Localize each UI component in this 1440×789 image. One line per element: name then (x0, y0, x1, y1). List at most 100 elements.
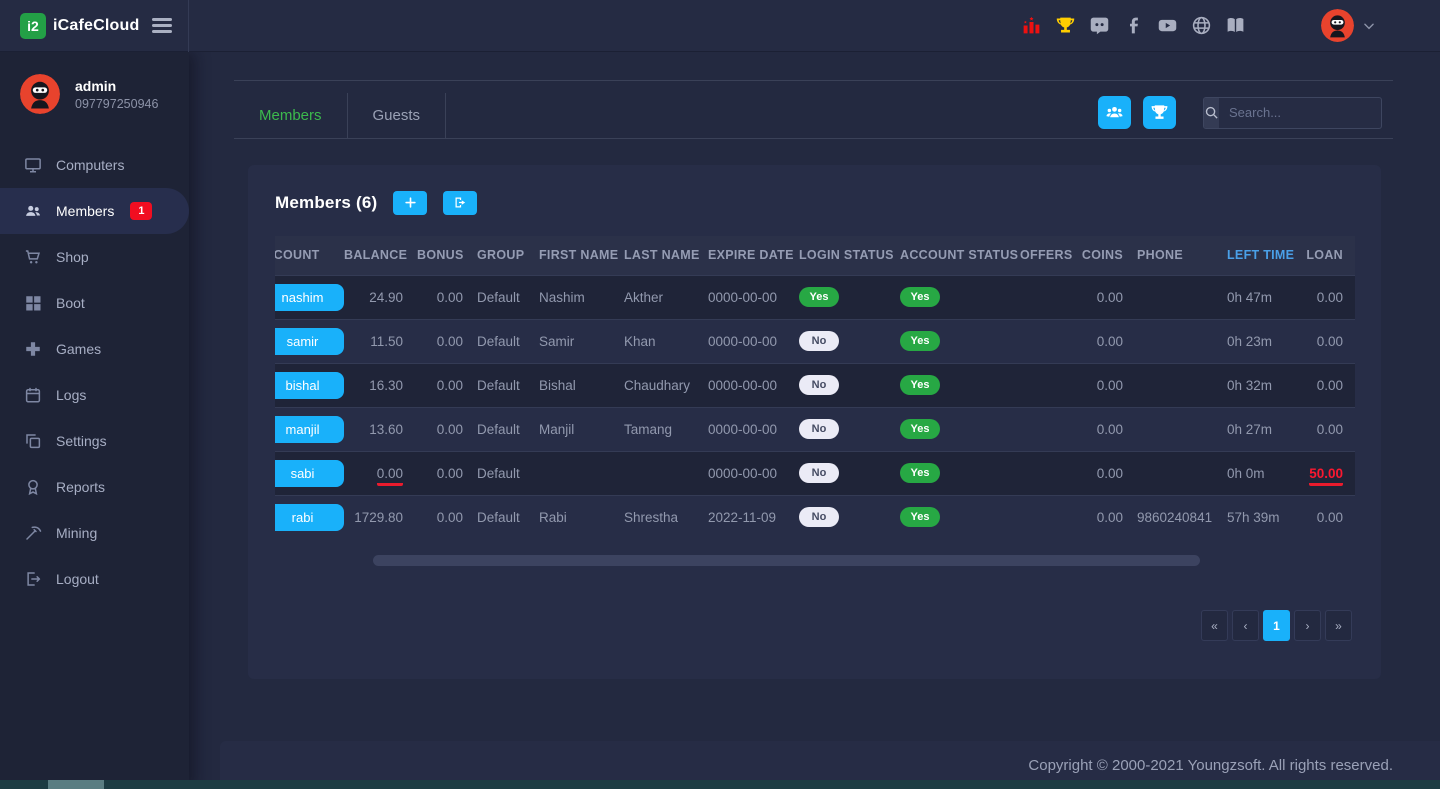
table-row: nashim 24.90 0.00 Default Nashim Akther … (275, 274, 1355, 319)
tournament-button[interactable] (1143, 96, 1176, 129)
login-status-badge: Yes (799, 287, 839, 307)
balance-cell: 13.60 (344, 406, 417, 451)
search-input[interactable] (1219, 105, 1381, 120)
balance-cell: 24.90 (344, 274, 417, 319)
last-name-cell: Akther (624, 274, 708, 319)
loan-cell: 0.00 (1300, 494, 1355, 539)
main-content: Members Guests Members (6) (189, 0, 1440, 789)
account-status-badge: Yes (900, 331, 940, 351)
sidebar-item-label: Computers (56, 157, 125, 173)
book-icon[interactable] (1225, 15, 1246, 36)
sidebar-item-label: Logout (56, 571, 99, 587)
tab-members[interactable]: Members (234, 93, 348, 138)
pagination-page-1[interactable]: 1 (1263, 610, 1290, 641)
members-group-button[interactable] (1098, 96, 1131, 129)
pagination-first-button[interactable]: « (1201, 610, 1228, 641)
col-left-time[interactable]: LEFT TIME (1227, 236, 1300, 275)
login-status-badge: No (799, 507, 839, 528)
sidebar-toggle-button[interactable] (152, 15, 172, 37)
account-button[interactable]: bishal (275, 371, 344, 399)
facebook-icon[interactable] (1123, 15, 1144, 36)
youtube-icon[interactable] (1157, 15, 1178, 36)
search-icon[interactable] (1204, 97, 1219, 128)
sidebar-item-label: Boot (56, 295, 85, 311)
group-cell: Default (477, 450, 539, 495)
balance-cell: 16.30 (344, 362, 417, 407)
col-login-status[interactable]: LOGIN STATUS (799, 236, 900, 275)
pagination-prev-button[interactable]: ‹ (1232, 610, 1259, 641)
col-bonus[interactable]: BONUS (417, 236, 477, 275)
sidebar-item-shop[interactable]: Shop (0, 234, 189, 280)
offers-cell (1020, 362, 1081, 407)
col-balance[interactable]: BALANCE (344, 236, 417, 275)
col-phone[interactable]: PHONE (1137, 236, 1227, 275)
pagination-next-button[interactable]: › (1294, 610, 1321, 641)
account-button[interactable]: rabi (275, 503, 344, 531)
col-expire-date[interactable]: EXPIRE DATE (708, 236, 799, 275)
brand-name: iCafeCloud (53, 16, 140, 34)
user-avatar[interactable] (1321, 9, 1354, 42)
sidebar-item-logs[interactable]: Logs (0, 372, 189, 418)
sidebar-item-computers[interactable]: Computers (0, 142, 189, 188)
last-name-cell: Chaudhary (624, 362, 708, 407)
medal-icon (24, 478, 42, 496)
sidebar-item-mining[interactable]: Mining (0, 510, 189, 556)
balance-cell: 1729.80 (344, 494, 417, 539)
sidebar-item-label: Mining (56, 525, 98, 541)
export-icon (455, 197, 466, 208)
pickaxe-icon (24, 524, 42, 542)
table-hscrollbar-thumb[interactable] (373, 555, 1200, 566)
trophy-icon (1151, 105, 1168, 119)
first-name-cell: Bishal (539, 362, 624, 407)
col-first-name[interactable]: FIRST NAME (539, 236, 624, 275)
discord-icon[interactable] (1089, 15, 1110, 36)
export-members-button[interactable] (443, 190, 478, 215)
sidebar-item-boot[interactable]: Boot (0, 280, 189, 326)
gamepad-icon (24, 340, 42, 358)
col-account[interactable]: ACCOUNT (275, 236, 344, 275)
account-button[interactable]: nashim (275, 283, 344, 311)
phone-cell (1137, 362, 1227, 407)
sidebar-menu: Computers Members 1 Shop Boot Games Logs… (0, 142, 189, 602)
col-group[interactable]: GROUP (477, 236, 539, 275)
trophy-icon[interactable] (1055, 15, 1076, 36)
left-time-cell: 57h 39m (1227, 494, 1300, 539)
sidebar-item-reports[interactable]: Reports (0, 464, 189, 510)
sidebar-profile: admin 097797250946 (0, 52, 189, 134)
account-button[interactable]: manjil (275, 415, 344, 443)
ranking-icon[interactable] (1021, 15, 1042, 36)
pagination: « ‹ 1 › » (275, 610, 1352, 641)
col-coins[interactable]: COINS (1081, 236, 1137, 275)
expire-date-cell: 0000-00-00 (708, 274, 799, 319)
account-status-badge: Yes (900, 287, 940, 307)
globe-icon[interactable] (1191, 15, 1212, 36)
divider (234, 80, 1393, 81)
left-time-cell: 0h 0m (1227, 450, 1300, 495)
pagination-last-button[interactable]: » (1325, 610, 1352, 641)
sidebar-item-games[interactable]: Games (0, 326, 189, 372)
balance-cell: 11.50 (344, 318, 417, 363)
table-header-row: ACCOUNT BALANCE BONUS GROUP FIRST NAME L… (275, 236, 1355, 275)
col-offers[interactable]: OFFERS (1020, 236, 1081, 275)
loan-cell: 0.00 (1300, 318, 1355, 363)
account-button[interactable]: samir (275, 327, 344, 355)
col-loan[interactable]: LOAN (1300, 236, 1355, 275)
profile-name: admin (75, 77, 117, 94)
bonus-cell: 0.00 (417, 362, 477, 407)
col-account-status[interactable]: ACCOUNT STATUS (900, 236, 1020, 275)
plus-icon (405, 197, 416, 208)
sidebar-item-label: Members (56, 203, 115, 219)
offers-cell (1020, 406, 1081, 451)
user-menu[interactable] (1321, 9, 1376, 42)
add-member-button[interactable] (393, 190, 428, 215)
toolbar-actions (1098, 96, 1382, 129)
sidebar-item-logout[interactable]: Logout (0, 556, 189, 602)
tab-guests[interactable]: Guests (348, 93, 447, 138)
page-hscrollbar-thumb[interactable] (48, 780, 104, 789)
col-last-name[interactable]: LAST NAME (624, 236, 708, 275)
phone-cell: 9860240841 (1137, 494, 1227, 539)
account-button[interactable]: sabi (275, 459, 344, 487)
sidebar-item-settings[interactable]: Settings (0, 418, 189, 464)
sidebar-item-members[interactable]: Members 1 (0, 188, 189, 234)
card-header: Members (6) (275, 189, 1354, 216)
